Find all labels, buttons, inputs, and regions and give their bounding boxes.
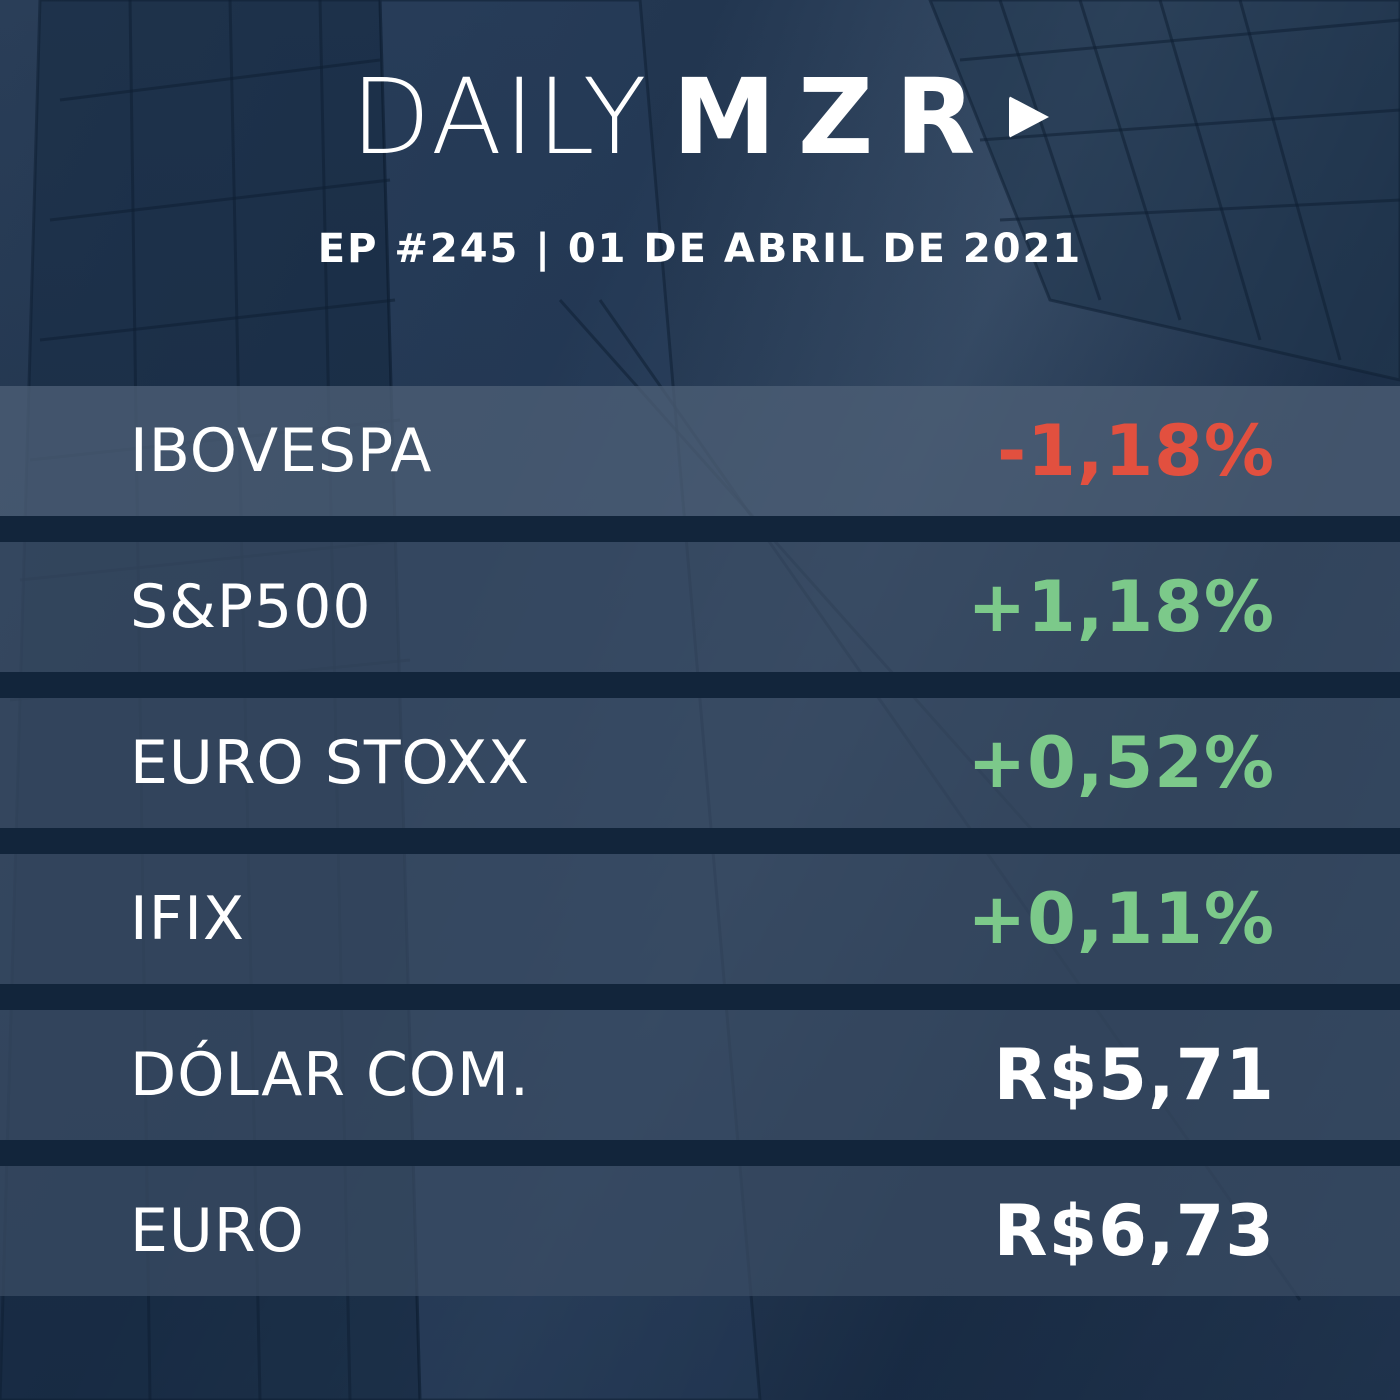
market-label: DÓLAR COM. (130, 1040, 530, 1110)
market-value: +1,18% (967, 566, 1275, 648)
episode-title: EP #245 | 01 DE ABRIL DE 2021 (317, 226, 1083, 272)
market-row-sp500: S&P500 +1,18% (0, 542, 1400, 672)
market-row-dolar: DÓLAR COM. R$5,71 (0, 1010, 1400, 1140)
market-label: EURO STOXX (130, 728, 531, 798)
market-row-euro-stoxx: EURO STOXX +0,52% (0, 698, 1400, 828)
market-row-ifix: IFIX +0,11% (0, 854, 1400, 984)
market-value: R$6,73 (993, 1190, 1275, 1272)
market-value: +0,52% (967, 722, 1275, 804)
market-row-euro: EURO R$6,73 (0, 1166, 1400, 1296)
market-label: S&P500 (130, 572, 372, 642)
brand-light-text: DAILY (350, 56, 649, 178)
play-triangle-icon (1009, 96, 1050, 138)
row-divider (0, 1140, 1400, 1166)
market-value: -1,18% (997, 410, 1275, 492)
market-label: EURO (130, 1196, 305, 1266)
market-label: IFIX (130, 884, 246, 954)
row-divider (0, 516, 1400, 542)
market-value: +0,11% (967, 878, 1275, 960)
row-divider (0, 984, 1400, 1010)
market-value: R$5,71 (993, 1034, 1275, 1116)
brand-logo: DAILY MZR (0, 62, 1400, 172)
market-label: IBOVESPA (130, 416, 433, 486)
market-row-ibovespa: IBOVESPA -1,18% (0, 386, 1400, 516)
row-divider (0, 828, 1400, 854)
row-divider (0, 672, 1400, 698)
brand-bold-text: MZR (672, 56, 998, 178)
